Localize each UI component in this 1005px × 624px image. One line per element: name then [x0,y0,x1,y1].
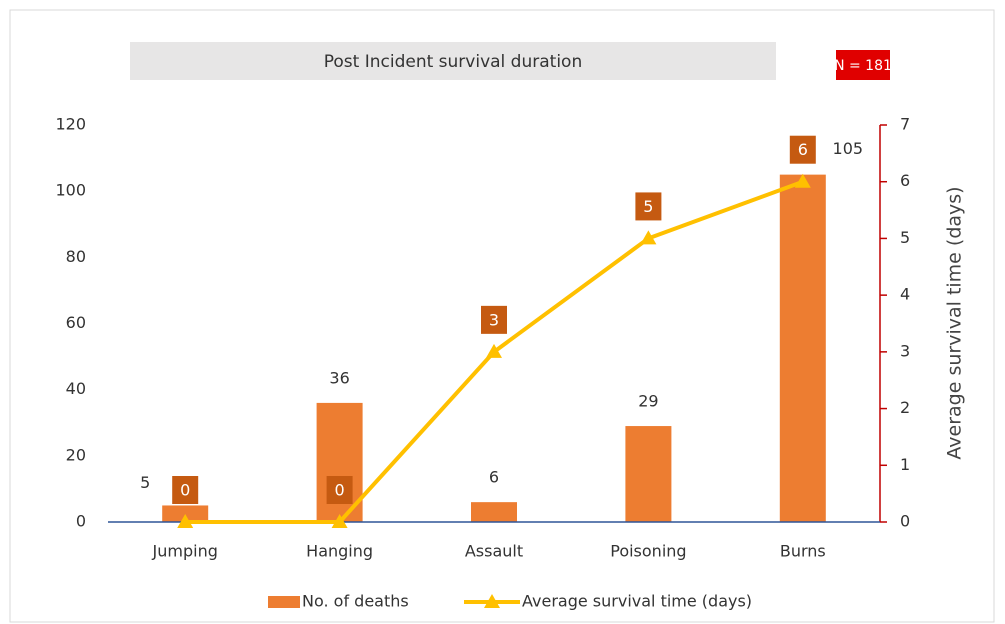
marker [331,514,348,528]
bar [779,174,826,522]
legend-marker [484,594,500,608]
bar-value-label: 29 [638,392,658,411]
x-tick-label: Hanging [306,542,373,561]
annotation-box [836,50,890,80]
line-value-label: 0 [335,481,345,500]
line-label-box [635,192,662,221]
bar [471,502,517,522]
bar-value-label: 6 [489,468,499,487]
annotation: N = 181 [834,58,892,74]
y2-tick-label: 7 [900,115,910,134]
line-value-label: 3 [489,310,499,329]
y-tick-label: 0 [76,512,86,531]
y-tick-label: 40 [66,379,86,398]
marker [794,173,811,188]
chart-title: Post Incident survival duration [324,52,582,72]
bar-value-label: 36 [329,368,349,387]
bar [625,426,672,522]
marker [640,230,657,245]
line-label-box [789,135,816,164]
y-tick-label: 120 [55,115,86,134]
x-tick-label: Assault [465,542,523,561]
legend-label: No. of deaths [302,592,409,611]
y2-tick-label: 5 [900,228,910,247]
x-tick-label: Burns [780,542,826,561]
y2-axis-label: Average survival time (days) [944,186,966,459]
legend-label: Average survival time (days) [522,592,752,611]
y2-tick-label: 2 [900,398,910,417]
marker [486,343,502,358]
legend-swatch [268,596,300,608]
y2-tick-label: 1 [900,455,910,474]
y-tick-label: 80 [66,247,86,266]
line-value-label: 6 [798,140,808,159]
y-tick-label: 20 [66,445,86,464]
y2-tick-label: 0 [900,512,910,531]
line-label-box [481,305,507,334]
marker [177,514,194,528]
y-tick-label: 60 [66,313,86,332]
y2-tick-label: 4 [900,285,910,304]
bar-value-label: 105 [833,139,864,158]
x-tick-label: Jumping [152,542,218,561]
y2-tick-label: 6 [900,171,910,190]
title-box [130,42,776,80]
x-tick-label: Poisoning [610,542,686,561]
y2-tick-label: 3 [900,341,910,360]
line-value-label: 5 [643,197,653,216]
line-label-box [172,476,199,504]
bar-value-label: 5 [140,473,150,492]
y-tick-label: 100 [55,181,86,200]
line-value-label: 0 [180,481,190,500]
bar [162,505,209,522]
line-label-box [326,476,353,504]
